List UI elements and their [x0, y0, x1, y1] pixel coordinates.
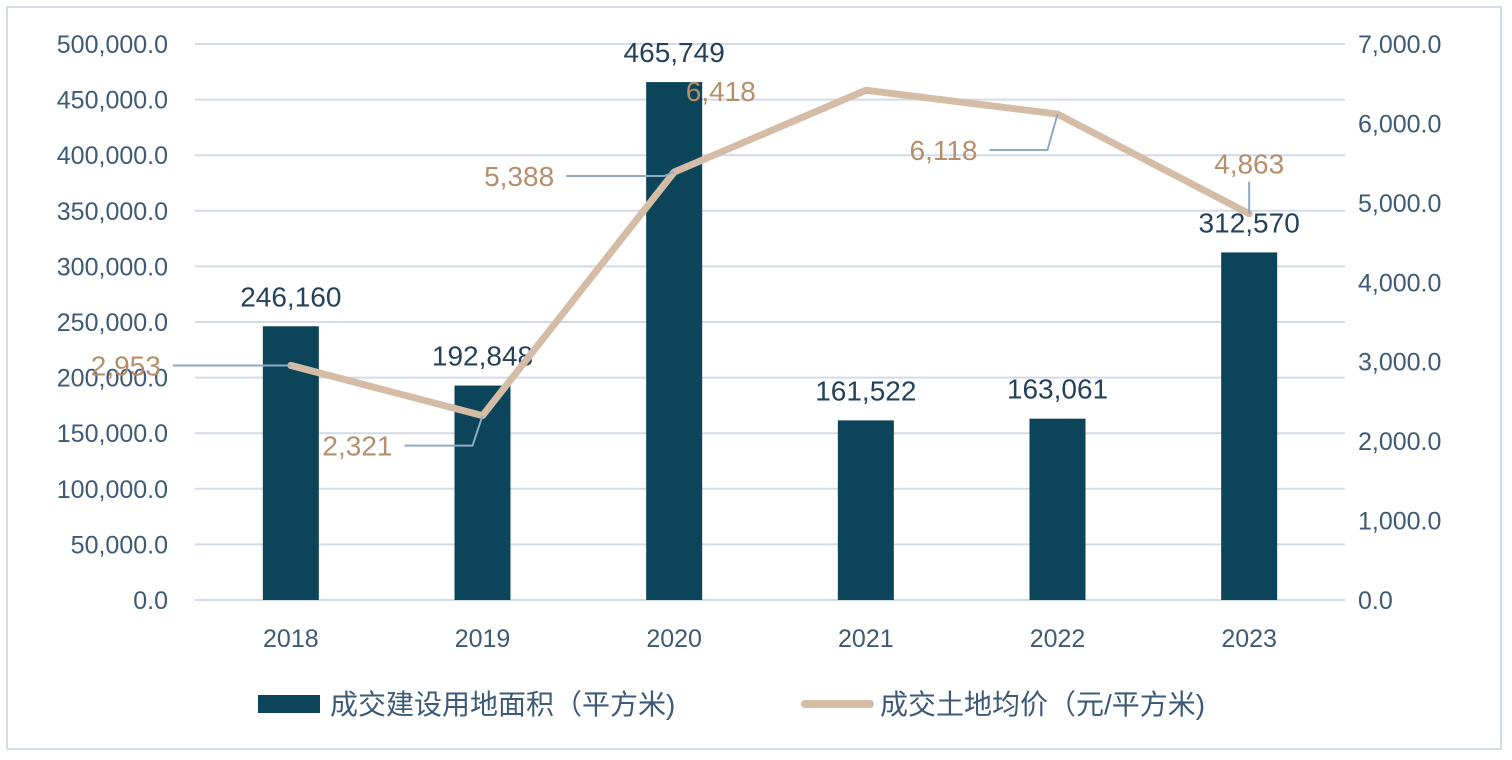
y-left-tick-label: 0.0: [133, 587, 168, 615]
line-point: [863, 88, 868, 93]
y-left-tick-label: 100,000.0: [57, 476, 168, 504]
x-tick-label: 2020: [646, 625, 702, 653]
bar: [1029, 418, 1086, 600]
line-data-label: 6,118: [910, 135, 978, 166]
y-right-tick-label: 3,000.0: [1358, 349, 1441, 377]
x-tick-label: 2021: [838, 625, 894, 653]
bar-data-label: 465,749: [624, 37, 725, 68]
bar-data-label: 246,160: [240, 281, 341, 312]
y-left-tick-label: 350,000.0: [57, 198, 168, 226]
y-right-tick-label: 4,000.0: [1358, 269, 1441, 297]
y-right-tick-label: 2,000.0: [1358, 428, 1441, 456]
x-tick-label: 2019: [455, 625, 511, 653]
line-data-label: 4,863: [1214, 149, 1284, 180]
y-right-tick-label: 5,000.0: [1358, 190, 1441, 218]
y-left-tick-label: 150,000.0: [57, 420, 168, 448]
y-left-tick-label: 250,000.0: [57, 309, 168, 337]
y-left-tick-label: 300,000.0: [57, 253, 168, 281]
bar: [646, 82, 703, 601]
y-right-tick-label: 6,000.0: [1358, 110, 1441, 138]
legend-label-line: 成交土地均价（元/平方米): [880, 689, 1205, 720]
y-left-tick-label: 400,000.0: [57, 142, 168, 170]
x-tick-label: 2023: [1221, 625, 1277, 653]
bar: [454, 385, 511, 600]
y-left-tick-label: 500,000.0: [57, 31, 168, 59]
line-data-label: 5,388: [484, 161, 554, 192]
line-data-label: 6,418: [686, 76, 756, 107]
bar-data-label: 192,848: [432, 341, 533, 372]
x-tick-label: 2022: [1030, 625, 1086, 653]
leader-line: [989, 113, 1059, 152]
legend-swatch-bar: [258, 695, 320, 713]
y-right-tick-label: 7,000.0: [1358, 31, 1441, 59]
y-right-tick-label: 1,000.0: [1358, 508, 1441, 536]
bar: [837, 420, 894, 600]
leader-line: [566, 171, 675, 178]
bar-data-label: 163,061: [1007, 374, 1108, 405]
y-left-tick-label: 450,000.0: [57, 87, 168, 115]
leader-line: [404, 415, 484, 447]
y-left-tick-label: 50,000.0: [71, 531, 168, 559]
y-left-tick-label: 200,000.0: [57, 365, 168, 393]
line-data-label: 2,953: [91, 350, 161, 381]
bar: [1221, 252, 1278, 600]
legend-label-bar: 成交建设用地面积（平方米): [330, 689, 675, 720]
line-data-label: 2,321: [322, 431, 392, 462]
x-tick-label: 2018: [263, 625, 319, 653]
line-series: [287, 86, 1253, 420]
y-right-tick-label: 0.0: [1358, 587, 1393, 615]
bar-data-label: 161,522: [815, 375, 916, 406]
